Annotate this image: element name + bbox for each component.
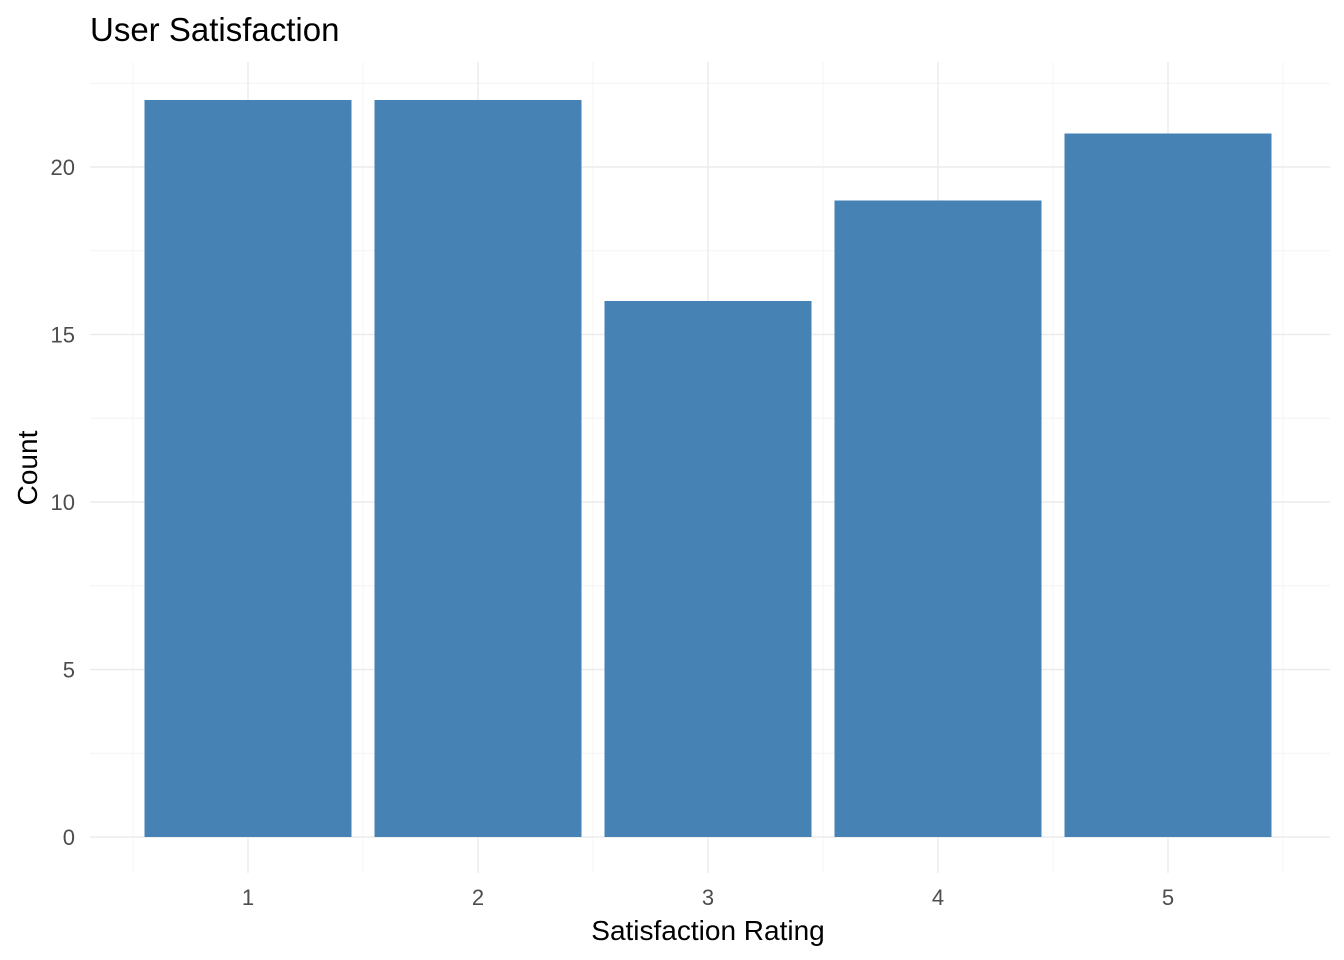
bars <box>144 100 1272 837</box>
x-tick-label: 2 <box>472 885 484 910</box>
y-axis-ticks: 0 5 10 15 20 <box>51 155 75 850</box>
chart-title: User Satisfaction <box>90 11 339 48</box>
y-tick-label: 20 <box>51 155 75 180</box>
bar-1 <box>144 100 352 837</box>
x-tick-label: 5 <box>1162 885 1174 910</box>
x-tick-label: 3 <box>702 885 714 910</box>
x-axis-title: Satisfaction Rating <box>591 915 824 946</box>
y-tick-label: 0 <box>63 825 75 850</box>
y-tick-label: 15 <box>51 323 75 348</box>
x-tick-label: 4 <box>932 885 944 910</box>
bar-3 <box>604 301 812 837</box>
y-axis-title: Count <box>12 430 43 505</box>
bar-2 <box>374 100 582 837</box>
x-tick-label: 1 <box>242 885 254 910</box>
y-tick-label: 5 <box>63 658 75 683</box>
bar-4 <box>834 200 1042 837</box>
y-tick-label: 10 <box>51 490 75 515</box>
x-axis-ticks: 1 2 3 4 5 <box>242 885 1174 910</box>
bar-5 <box>1064 133 1272 837</box>
